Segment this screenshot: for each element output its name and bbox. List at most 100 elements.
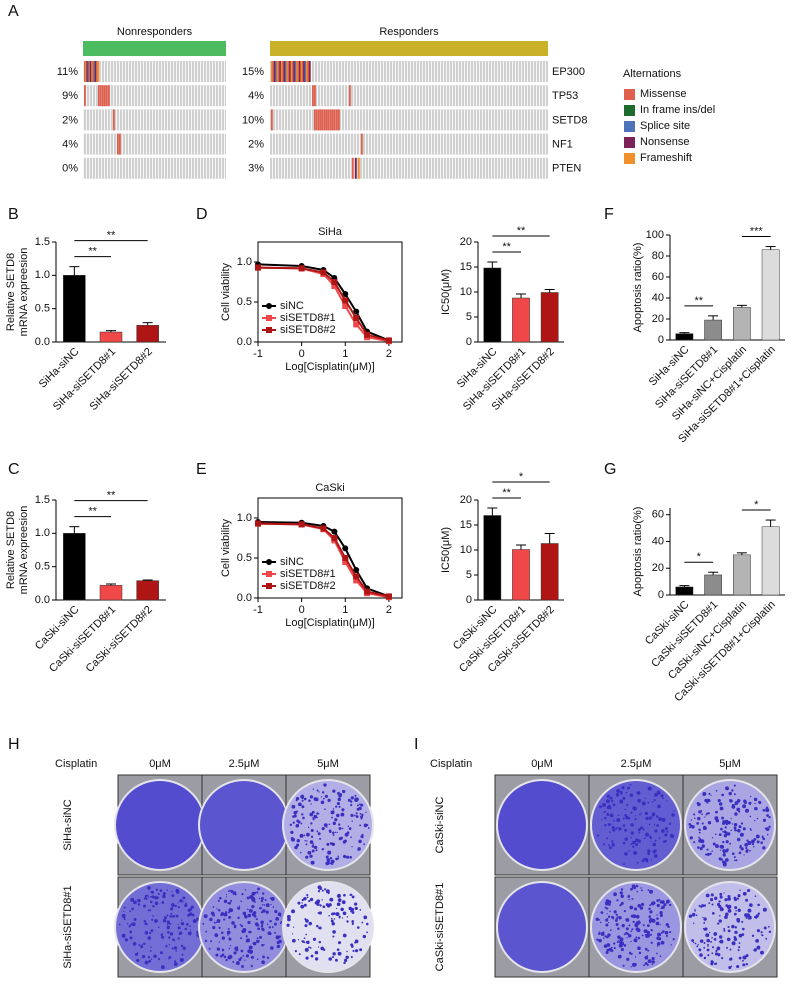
- colony: [329, 856, 333, 860]
- y-tick-label: 1.0: [35, 527, 50, 539]
- significance-label: **: [88, 506, 97, 518]
- y-tick-label: 40: [652, 535, 664, 547]
- x-tick-label: 2: [386, 604, 392, 616]
- colony: [611, 825, 615, 830]
- colony: [151, 918, 154, 921]
- colony: [221, 936, 226, 940]
- mutation-tick: [85, 61, 87, 82]
- colony: [130, 897, 135, 902]
- row-label: CaSki-siNC: [434, 797, 446, 854]
- colony: [324, 794, 328, 798]
- colony: [724, 915, 728, 920]
- colony: [209, 918, 212, 920]
- colony: [213, 921, 216, 924]
- colony: [314, 957, 319, 961]
- colony: [762, 837, 766, 841]
- colony: [745, 954, 749, 958]
- colony: [706, 948, 710, 952]
- colony: [269, 919, 272, 923]
- colony: [260, 910, 264, 914]
- colony: [624, 852, 628, 856]
- colony: [253, 891, 256, 894]
- mutation-tick: [301, 61, 304, 82]
- colony: [331, 921, 335, 926]
- colony: [189, 912, 193, 916]
- colony: [313, 797, 318, 801]
- colony: [141, 954, 146, 959]
- colony: [149, 932, 152, 935]
- colony: [718, 857, 722, 861]
- colony: [612, 828, 616, 832]
- colony: [154, 919, 158, 923]
- mutation-tick: [106, 85, 108, 107]
- colony: [336, 893, 341, 898]
- gene-name: EP300: [552, 66, 585, 78]
- colony: [738, 956, 742, 960]
- colony: [363, 843, 366, 846]
- mutation-tick: [308, 61, 311, 82]
- colony: [276, 941, 280, 945]
- colony: [768, 825, 771, 828]
- colony: [688, 822, 692, 826]
- colony: [314, 950, 319, 955]
- colony: [149, 891, 152, 893]
- colony: [286, 923, 290, 927]
- colony: [318, 886, 323, 891]
- colony: [739, 832, 744, 837]
- colony: [230, 889, 234, 893]
- colony: [265, 903, 270, 908]
- chart-title: SiHa: [318, 226, 343, 238]
- mutation-tick: [328, 109, 330, 131]
- colony: [627, 816, 631, 820]
- colony: [705, 814, 707, 816]
- colony: [333, 918, 336, 920]
- colony: [727, 909, 732, 913]
- colony: [760, 934, 763, 936]
- mutation-tick: [330, 109, 332, 131]
- colony: [628, 924, 631, 927]
- colony: [276, 944, 281, 949]
- colony: [650, 840, 652, 843]
- colony: [328, 829, 332, 833]
- colony: [613, 947, 616, 950]
- colony: [151, 895, 155, 899]
- colony: [354, 797, 359, 802]
- mutation-tick: [90, 61, 92, 82]
- colony: [625, 927, 629, 931]
- colony: [736, 837, 741, 842]
- mutation-tick: [100, 85, 102, 107]
- colony: [766, 833, 769, 836]
- row-label: CaSki-siSETD8#1: [434, 883, 446, 972]
- colony: [742, 955, 747, 960]
- gene-row: [270, 61, 548, 82]
- colony: [177, 937, 180, 940]
- colony: [722, 822, 725, 825]
- legend-marker: [266, 571, 272, 577]
- colony: [223, 899, 228, 904]
- frequency-label: 3%: [248, 163, 264, 175]
- significance-label: **: [107, 490, 116, 502]
- colony: [137, 903, 141, 906]
- colony: [606, 913, 608, 915]
- colony: [596, 834, 600, 837]
- colony: [703, 825, 707, 830]
- error-bar: [106, 330, 116, 332]
- point: [320, 525, 327, 532]
- colony: [154, 896, 158, 900]
- colony: [337, 857, 340, 860]
- colony: [328, 903, 332, 907]
- colony: [123, 910, 125, 913]
- colony: [336, 831, 338, 834]
- colony: [308, 946, 310, 949]
- colony: [632, 840, 636, 845]
- colony: [733, 859, 736, 862]
- colony: [753, 837, 757, 841]
- colony: [741, 959, 744, 962]
- colony: [672, 938, 675, 941]
- colony: [632, 914, 637, 919]
- colony: [648, 907, 651, 911]
- point: [385, 337, 392, 344]
- colony: [617, 935, 621, 939]
- colony: [742, 891, 747, 896]
- colony: [718, 900, 721, 903]
